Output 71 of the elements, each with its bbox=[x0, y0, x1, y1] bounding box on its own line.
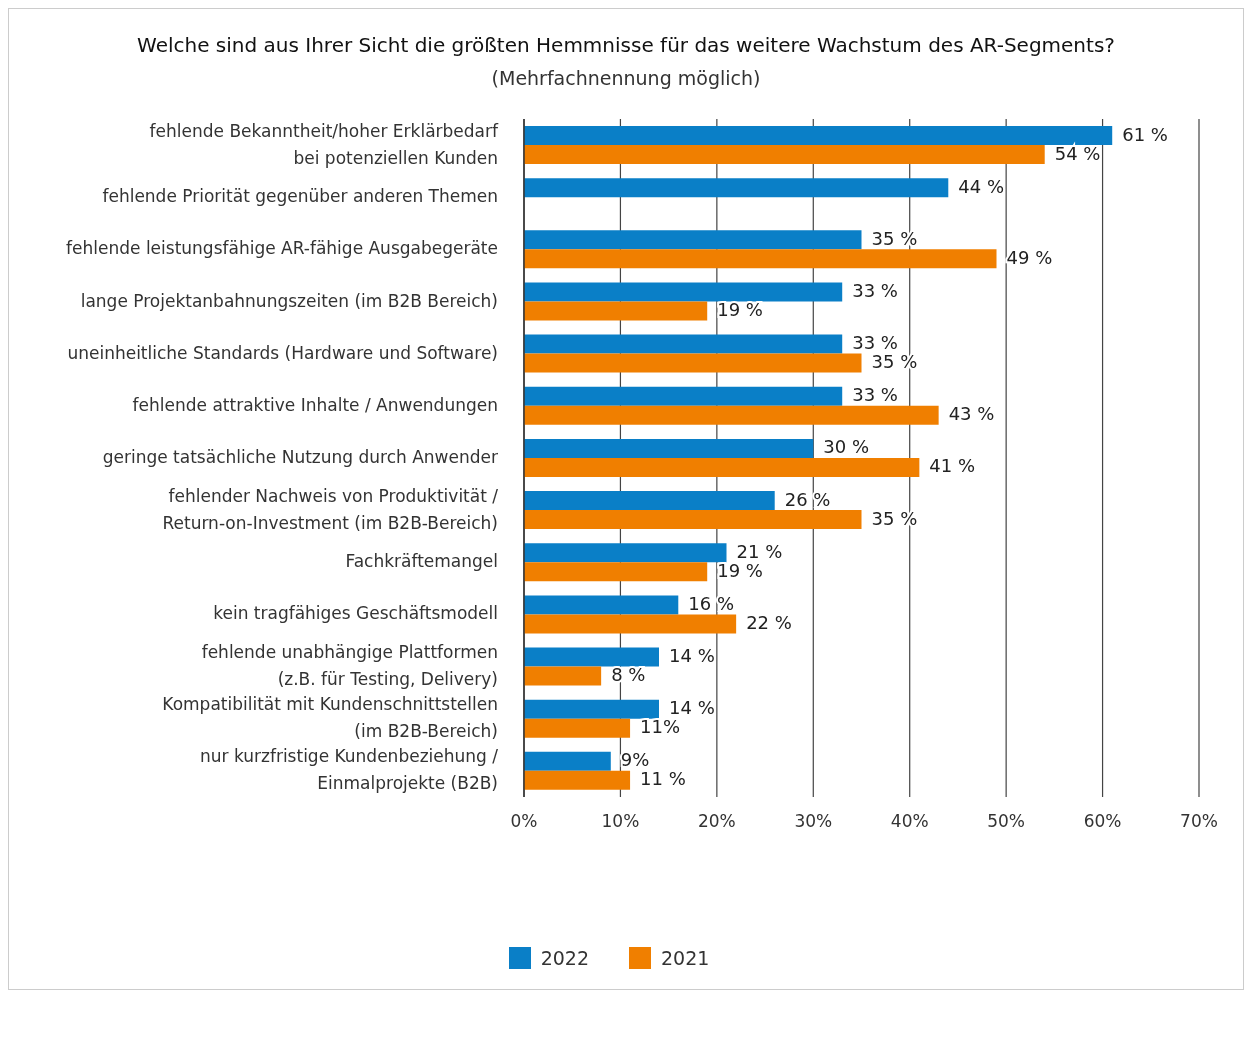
y-tick-label: fehlende Bekanntheit/hoher Erklärbedarf bei potenziellen Kunden bbox=[149, 120, 500, 168]
legend-label: 2022 bbox=[540, 947, 589, 969]
data-label: 41 % bbox=[929, 455, 976, 477]
bar bbox=[524, 334, 843, 354]
data-label: 44 % bbox=[958, 175, 1005, 197]
data-label: 54 % bbox=[1054, 142, 1101, 164]
x-tick-label: 20% bbox=[697, 811, 736, 832]
y-tick-label: nur kurzfristige Kundenbeziehung / Einmalprojekte (B2B) bbox=[199, 746, 499, 794]
bar bbox=[524, 699, 659, 719]
bar bbox=[524, 647, 659, 667]
data-label: 22 % bbox=[746, 611, 792, 633]
data-label: 11 % bbox=[640, 768, 686, 790]
y-tick-label: fehlende leistungsfähige AR-fähige Ausgabegeräte bbox=[66, 238, 498, 259]
chart-subtitle: (Mehrfachnennung möglich) bbox=[490, 67, 762, 89]
data-label: 11% bbox=[640, 716, 681, 738]
bar bbox=[524, 491, 775, 511]
data-label: 19 % bbox=[717, 298, 763, 320]
data-label: 16 % bbox=[688, 592, 735, 614]
legend-label: 2021 bbox=[661, 947, 710, 969]
y-tick-label: fehlende unabhängige Plattformen (z.B. für Testing, Delivery) bbox=[201, 642, 498, 690]
data-label: 43 % bbox=[948, 403, 995, 425]
data-label: 33 % bbox=[852, 332, 898, 354]
data-label: 14 % bbox=[669, 645, 715, 667]
data-label: 19 % bbox=[717, 559, 763, 581]
x-tick-label: 30% bbox=[794, 811, 833, 832]
bar bbox=[524, 751, 611, 771]
data-label: 33 % bbox=[852, 384, 898, 406]
bar bbox=[524, 230, 862, 250]
y-tick-label: kein tragfähiges Geschäftsmodell bbox=[213, 603, 498, 624]
bar bbox=[524, 770, 631, 790]
chart-title: Welche sind aus Ihrer Sicht die größten Hemmnisse für das weitere Wachstum des AR-Segments? bbox=[136, 33, 1116, 57]
data-label: 14 % bbox=[669, 697, 715, 719]
data-label: 61 % bbox=[1122, 123, 1168, 145]
data-label: 21 % bbox=[736, 540, 783, 562]
x-tick-label: 10% bbox=[601, 811, 640, 832]
y-tick-label: fehlende attraktive Inhalte / Anwendungen bbox=[132, 394, 498, 415]
bar bbox=[524, 386, 843, 406]
y-tick-label: fehlender Nachweis von Produktivität / Return-on-Investment (im B2B-Bereich) bbox=[162, 485, 499, 533]
data-label: 9% bbox=[620, 749, 650, 771]
y-tick-label: lange Projektanbahnungszeiten (im B2B Bereich) bbox=[80, 290, 498, 311]
bar bbox=[524, 145, 1045, 164]
y-tick-label: fehlende Priorität gegenüber anderen Themen bbox=[102, 186, 498, 207]
bar bbox=[524, 301, 708, 321]
data-label: 30 % bbox=[823, 436, 870, 458]
x-tick-label: 70% bbox=[1180, 811, 1218, 832]
data-label: 49 % bbox=[1006, 246, 1053, 268]
y-tick-label: Fachkräftemangel bbox=[345, 551, 498, 572]
bar bbox=[524, 718, 631, 738]
bar bbox=[524, 510, 862, 530]
x-tick-label: 50% bbox=[987, 811, 1026, 832]
bar bbox=[524, 666, 602, 686]
bar bbox=[524, 457, 920, 477]
bar bbox=[524, 249, 997, 269]
bar bbox=[524, 543, 727, 563]
bar bbox=[524, 178, 949, 198]
y-tick-label: Kompatibilität mit Kundenschnittstellen (im B2B-Bereich) bbox=[162, 694, 498, 742]
y-tick-label: geringe tatsächliche Nutzung durch Anwender bbox=[102, 447, 498, 467]
bar bbox=[524, 405, 939, 425]
bar bbox=[524, 282, 843, 302]
x-tick-label: 40% bbox=[890, 811, 929, 832]
bar bbox=[524, 562, 708, 582]
data-label: 26 % bbox=[784, 488, 831, 510]
x-tick-label: 0% bbox=[510, 811, 538, 832]
bar bbox=[524, 595, 679, 615]
y-tick-label: uneinheitliche Standards (Hardware und Software) bbox=[67, 342, 498, 363]
bar bbox=[524, 614, 737, 634]
bar bbox=[524, 126, 1113, 145]
data-label: 33 % bbox=[852, 279, 898, 301]
bar bbox=[524, 353, 862, 373]
x-tick-label: 60% bbox=[1083, 811, 1122, 832]
bar bbox=[524, 438, 814, 458]
